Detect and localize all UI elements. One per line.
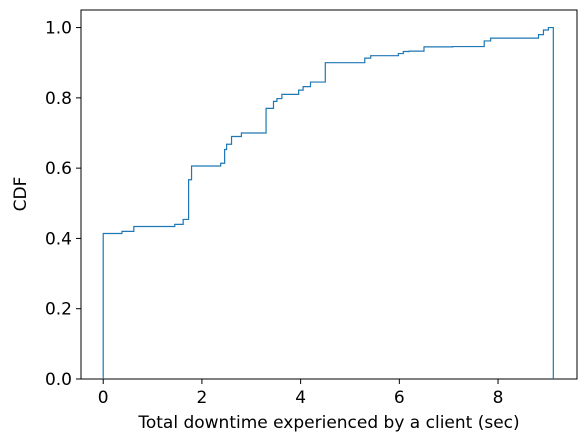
y-axis-ticks: 0.0 0.2 0.4 0.6 0.8 1.0 (45, 19, 81, 390)
y-axis-label: CDF (11, 177, 31, 212)
x-axis-label: Total downtime experienced by a client (… (137, 413, 519, 433)
y-tick-label: 0.6 (45, 159, 72, 179)
y-tick-label: 1.0 (45, 19, 72, 39)
x-tick-label: 4 (295, 388, 306, 408)
cdf-series-line (102, 26, 554, 379)
x-tick-label: 2 (197, 388, 208, 408)
y-tick-label: 0.4 (45, 229, 72, 249)
x-tick-label: 0 (98, 388, 109, 408)
x-tick-label: 8 (493, 388, 504, 408)
plot-area-frame (80, 9, 578, 380)
y-tick-label: 0.0 (45, 370, 72, 390)
y-tick-label: 0.8 (45, 89, 72, 109)
x-tick-label: 6 (394, 388, 405, 408)
y-tick-label: 0.2 (45, 300, 72, 320)
x-axis-ticks: 0 2 4 6 8 (98, 379, 504, 408)
